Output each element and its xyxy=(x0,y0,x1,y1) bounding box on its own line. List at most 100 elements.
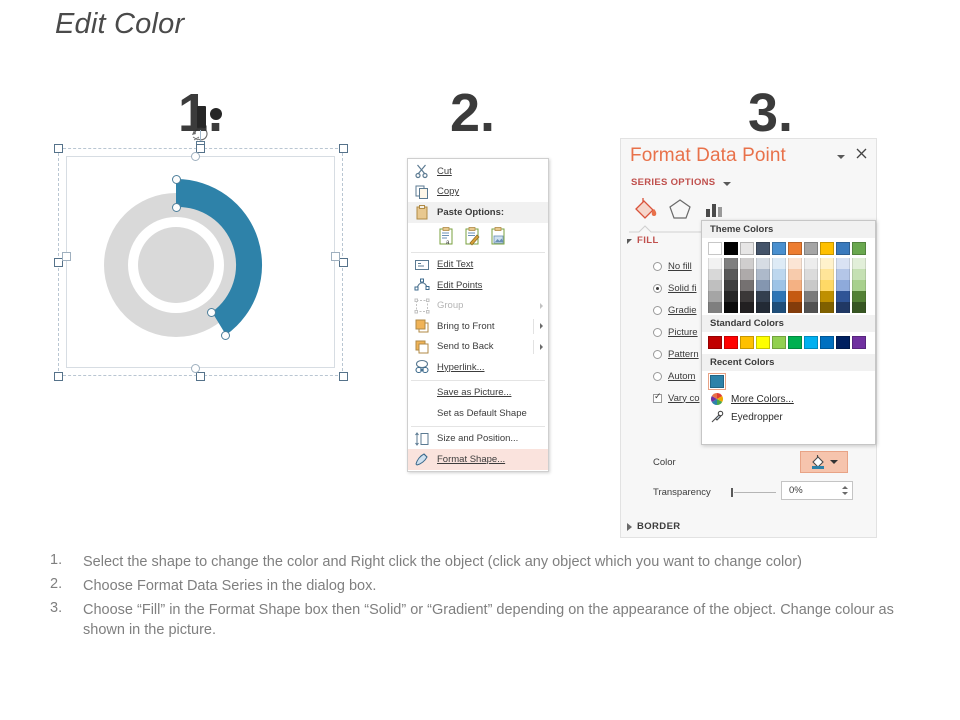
rotation-handle[interactable] xyxy=(189,106,229,150)
theme-swatch-2-1[interactable] xyxy=(740,269,754,280)
theme-shade-column-0[interactable] xyxy=(708,258,722,313)
radio-icon-selected[interactable] xyxy=(653,283,662,293)
menu-item-cut[interactable]: Cut xyxy=(408,161,548,182)
fill-option-pattern-fill[interactable]: Pattern xyxy=(653,347,699,361)
theme-swatch-5-2[interactable] xyxy=(788,280,802,291)
theme-swatch-6-0[interactable] xyxy=(804,258,818,269)
theme-swatch-9-1[interactable] xyxy=(852,269,866,280)
theme-swatch-7-2[interactable] xyxy=(820,280,834,291)
theme-swatch-8-4[interactable] xyxy=(836,302,850,313)
theme-swatch-base-1[interactable] xyxy=(724,242,738,255)
spinner-down-icon[interactable] xyxy=(841,492,848,495)
standard-swatch-1[interactable] xyxy=(724,336,738,349)
menu-item-edit-text[interactable]: Edit Text xyxy=(408,255,548,276)
standard-swatch-8[interactable] xyxy=(836,336,850,349)
menu-item-set-default-shape[interactable]: Set as Default Shape xyxy=(408,403,548,424)
theme-colors-grid[interactable] xyxy=(702,238,875,315)
theme-shade-rows[interactable] xyxy=(708,258,869,313)
theme-swatch-8-3[interactable] xyxy=(836,291,850,302)
recent-swatch-0[interactable] xyxy=(708,373,726,390)
segment-handle-top-outer[interactable] xyxy=(172,175,181,184)
theme-shade-column-7[interactable] xyxy=(820,258,834,313)
standard-swatch-2[interactable] xyxy=(740,336,754,349)
inner-handle-e[interactable] xyxy=(331,252,340,261)
theme-swatch-0-2[interactable] xyxy=(708,280,722,291)
spinner-up-icon[interactable] xyxy=(841,486,848,489)
theme-base-row[interactable] xyxy=(708,242,869,255)
donut-highlight-segment[interactable] xyxy=(176,178,263,335)
theme-swatch-9-2[interactable] xyxy=(852,280,866,291)
fill-option-no-fill[interactable]: No fill xyxy=(653,259,692,273)
radio-icon[interactable] xyxy=(653,349,662,359)
theme-swatch-8-2[interactable] xyxy=(836,280,850,291)
transparency-slider[interactable] xyxy=(726,487,776,499)
theme-swatch-7-0[interactable] xyxy=(820,258,834,269)
theme-swatch-1-1[interactable] xyxy=(724,269,738,280)
segment-handle-bottom-outer[interactable] xyxy=(221,331,230,340)
theme-swatch-2-3[interactable] xyxy=(740,291,754,302)
theme-swatch-0-3[interactable] xyxy=(708,291,722,302)
standard-swatch-3[interactable] xyxy=(756,336,770,349)
segment-handle-top-inner[interactable] xyxy=(172,203,181,212)
inner-handle-s[interactable] xyxy=(191,364,200,373)
vary-colors-checkbox-row[interactable]: Vary co xyxy=(653,391,700,405)
inner-handle-w[interactable] xyxy=(62,252,71,261)
standard-colors-grid[interactable] xyxy=(702,332,875,354)
theme-swatch-base-3[interactable] xyxy=(756,242,770,255)
theme-swatch-8-1[interactable] xyxy=(836,269,850,280)
radio-icon[interactable] xyxy=(653,327,662,337)
selection-handle-n[interactable] xyxy=(196,144,205,153)
fill-bucket-icon[interactable] xyxy=(631,195,661,223)
theme-swatch-6-1[interactable] xyxy=(804,269,818,280)
theme-swatch-3-3[interactable] xyxy=(756,291,770,302)
close-icon[interactable] xyxy=(855,147,868,160)
theme-swatch-base-7[interactable] xyxy=(820,242,834,255)
selection-handle-se[interactable] xyxy=(339,372,348,381)
theme-shade-column-6[interactable] xyxy=(804,258,818,313)
selection-handle-ne[interactable] xyxy=(339,144,348,153)
donut-chart[interactable] xyxy=(88,173,308,353)
theme-swatch-4-4[interactable] xyxy=(772,302,786,313)
radio-icon[interactable] xyxy=(653,371,662,381)
paste-options-row[interactable]: a xyxy=(408,223,548,250)
standard-swatch-6[interactable] xyxy=(804,336,818,349)
theme-swatch-2-4[interactable] xyxy=(740,302,754,313)
menu-item-save-as-picture[interactable]: Save as Picture... xyxy=(408,383,548,404)
collapse-triangle-icon[interactable] xyxy=(627,239,632,244)
transparency-input[interactable]: 0% xyxy=(781,481,853,500)
theme-swatch-4-2[interactable] xyxy=(772,280,786,291)
selection-handle-e[interactable] xyxy=(339,258,348,267)
inner-handle-n[interactable] xyxy=(191,152,200,161)
theme-swatch-5-1[interactable] xyxy=(788,269,802,280)
theme-swatch-3-1[interactable] xyxy=(756,269,770,280)
theme-swatch-4-1[interactable] xyxy=(772,269,786,280)
transparency-spinner[interactable] xyxy=(838,483,851,498)
theme-swatch-0-0[interactable] xyxy=(708,258,722,269)
theme-swatch-2-2[interactable] xyxy=(740,280,754,291)
series-options-header[interactable]: SERIES OPTIONS xyxy=(631,177,716,188)
theme-swatch-1-0[interactable] xyxy=(724,258,738,269)
color-picker-dropdown[interactable]: Theme Colors Standard Colors Recent Colo… xyxy=(701,220,876,445)
format-pane-tabs[interactable] xyxy=(629,195,869,227)
selection-handle-sw[interactable] xyxy=(54,372,63,381)
paste-picture-icon[interactable] xyxy=(490,226,507,246)
checkbox-icon-checked[interactable] xyxy=(653,392,662,403)
theme-swatch-1-4[interactable] xyxy=(724,302,738,313)
context-menu[interactable]: Cut Copy Paste Options: a xyxy=(407,158,549,472)
theme-swatch-1-3[interactable] xyxy=(724,291,738,302)
more-colors-item[interactable]: More Colors... xyxy=(702,390,875,408)
chevron-down-icon[interactable] xyxy=(837,155,845,159)
theme-swatch-0-4[interactable] xyxy=(708,302,722,313)
menu-item-size-and-position[interactable]: Size and Position... xyxy=(408,429,548,450)
theme-swatch-6-4[interactable] xyxy=(804,302,818,313)
color-picker-button[interactable] xyxy=(800,451,848,473)
theme-swatch-base-2[interactable] xyxy=(740,242,754,255)
menu-item-format-shape[interactable]: Format Shape... xyxy=(408,449,548,470)
radio-icon[interactable] xyxy=(653,305,662,315)
theme-swatch-8-0[interactable] xyxy=(836,258,850,269)
theme-swatch-base-9[interactable] xyxy=(852,242,866,255)
chevron-down-icon[interactable] xyxy=(830,460,838,464)
menu-item-edit-points[interactable]: Edit Points xyxy=(408,275,548,296)
theme-swatch-7-1[interactable] xyxy=(820,269,834,280)
theme-swatch-4-3[interactable] xyxy=(772,291,786,302)
